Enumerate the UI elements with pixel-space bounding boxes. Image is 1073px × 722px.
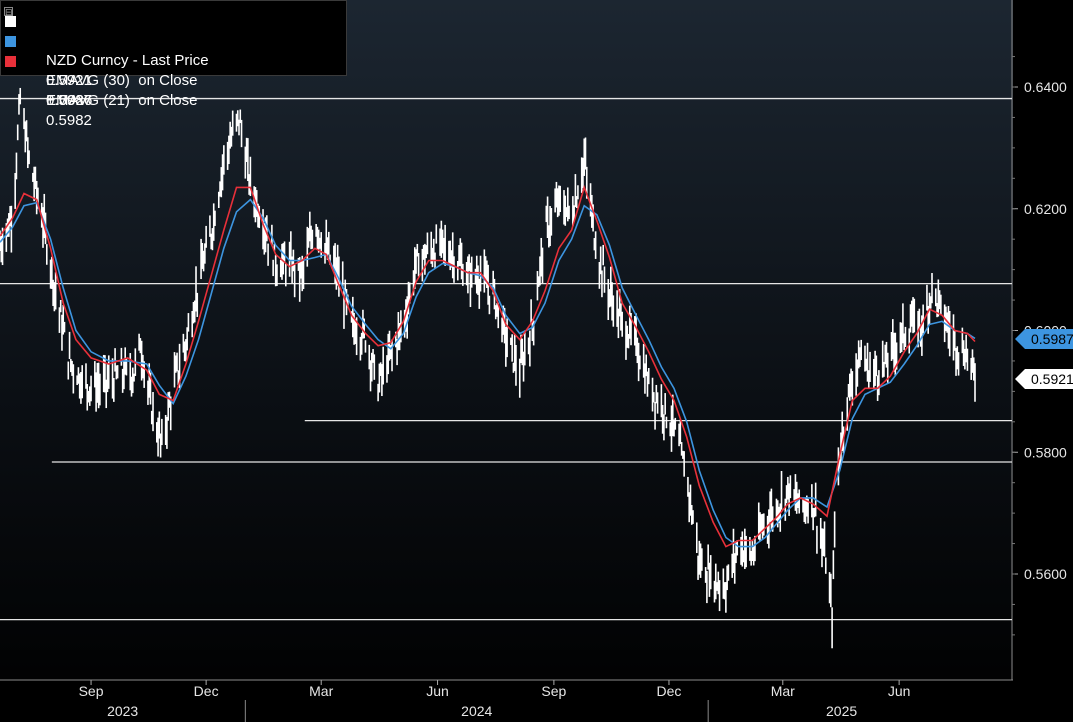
legend-change-last-price: +.0026 xyxy=(46,92,93,109)
x-tick-label: Mar xyxy=(771,683,795,699)
year-label: 2023 xyxy=(107,703,138,719)
x-tick-label: Sep xyxy=(79,683,104,699)
y-tick-label: 0.6400 xyxy=(1024,79,1067,95)
legend-value-ema30: 0.5987 xyxy=(46,92,92,109)
legend-collapse-icon[interactable]: ⊟ xyxy=(4,7,13,17)
legend-swatch-ema21 xyxy=(5,56,16,67)
y-tick-label: 0.5600 xyxy=(1024,566,1067,582)
legend-swatch-ema30 xyxy=(5,36,16,47)
x-tick-label: Jun xyxy=(426,683,449,699)
ema30-line xyxy=(0,198,976,548)
year-label: 2024 xyxy=(461,703,492,719)
year-label: 2025 xyxy=(826,703,857,719)
y-tick-label: 0.5800 xyxy=(1024,444,1067,460)
legend-value-last-price: 0.5921 xyxy=(46,72,92,89)
legend: ⊟ NZD Curncy - Last Price 0.5921 +.0026 … xyxy=(0,0,347,129)
legend-swatch-last-price xyxy=(5,16,16,27)
x-tick-label: Mar xyxy=(309,683,333,699)
x-axis-panel xyxy=(0,681,1073,722)
legend-entry-last-price: NZD Curncy - Last Price 0.5921 +.0026 xyxy=(5,11,209,109)
x-tick-label: Sep xyxy=(541,683,566,699)
legend-label-last-price: NZD Curncy - Last Price xyxy=(46,52,209,69)
x-tick-label: Dec xyxy=(657,683,682,699)
last-price-tag: 0.5921 xyxy=(1015,369,1073,389)
x-tick-label: Dec xyxy=(194,683,219,699)
x-tick-label: Jun xyxy=(888,683,911,699)
y-tick-label: 0.6200 xyxy=(1024,201,1067,217)
legend-value-ema21: 0.5982 xyxy=(46,112,92,129)
legend-label-ema21: EMAVG (21) on Close xyxy=(46,92,198,109)
legend-entry-ema30: EMAVG (30) on Close 0.5987 xyxy=(5,31,197,109)
y-axis-panel xyxy=(1013,0,1073,722)
legend-label-ema30: EMAVG (30) on Close xyxy=(46,72,198,89)
ema21-line xyxy=(0,184,976,548)
legend-entry-ema21: EMAVG (21) on Close 0.5982 xyxy=(5,51,197,129)
ema30-price-tag: 0.5987 xyxy=(1015,329,1073,349)
